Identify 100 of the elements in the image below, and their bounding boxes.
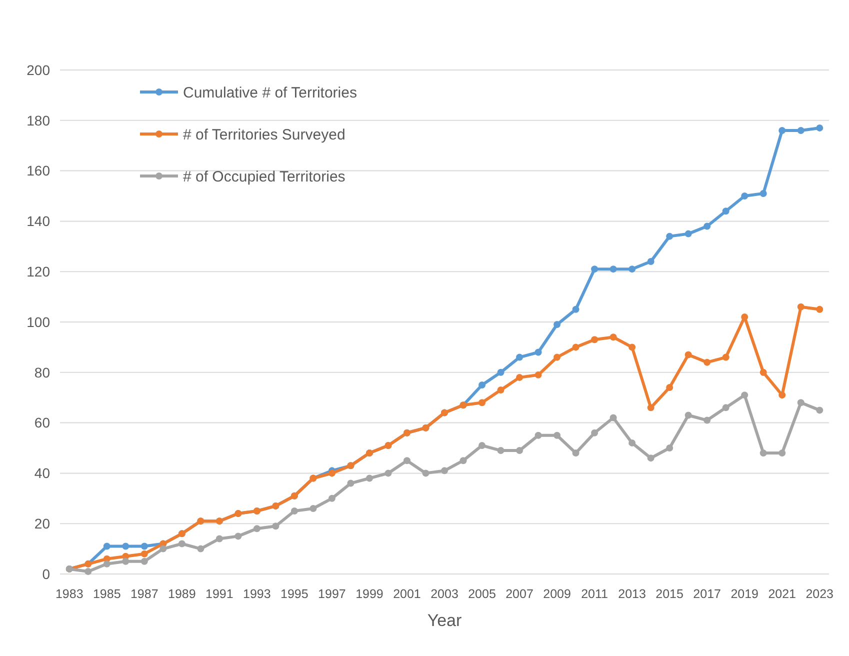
point (741, 192, 748, 200)
point (516, 374, 524, 381)
point (610, 334, 617, 341)
point (516, 447, 524, 454)
point (478, 442, 486, 449)
y-tick-label: 60 (34, 414, 50, 431)
point (628, 439, 636, 446)
point (497, 386, 504, 394)
x-tick-label: 1999 (356, 587, 384, 601)
legend-label: Cumulative # of Territories (183, 84, 357, 102)
point (160, 545, 167, 552)
legend-label: # of Occupied Territories (183, 168, 346, 186)
point (628, 266, 636, 273)
point (816, 406, 824, 414)
point (778, 450, 786, 457)
point (816, 306, 824, 313)
point (84, 568, 92, 575)
point (647, 258, 654, 266)
y-tick-label: 20 (34, 516, 50, 532)
point (422, 470, 430, 477)
point (234, 532, 242, 540)
y-tick-label: 0 (42, 566, 50, 582)
point (103, 560, 110, 568)
point (741, 392, 748, 399)
point (722, 354, 730, 361)
point (572, 344, 580, 351)
x-tick-label: 2011 (581, 587, 608, 601)
x-tick-label: 1985 (92, 587, 121, 601)
legend-label: # of Territories Surveyed (183, 126, 346, 144)
point (140, 542, 148, 550)
point (328, 470, 336, 477)
point (441, 467, 448, 474)
point (760, 190, 767, 197)
y-tick-label: 100 (26, 314, 50, 330)
x-tick-label: 2023 (806, 587, 834, 601)
point (666, 384, 674, 392)
point (797, 399, 804, 406)
point (122, 558, 130, 565)
point (534, 432, 542, 439)
x-tick-label: 2013 (618, 587, 646, 601)
point (778, 126, 786, 134)
point (572, 450, 580, 457)
x-tick-label: 2017 (693, 587, 722, 601)
point (741, 313, 748, 320)
point (722, 208, 730, 215)
point (103, 542, 110, 550)
point (366, 474, 373, 482)
x-tick-label: 1991 (206, 587, 234, 601)
x-tick-label: 2005 (468, 587, 496, 601)
y-tick-label: 180 (26, 112, 50, 128)
point (628, 344, 636, 351)
point (460, 457, 467, 464)
point (497, 447, 504, 454)
point (140, 558, 148, 565)
point (722, 404, 730, 412)
point (572, 306, 580, 313)
point (310, 504, 317, 512)
x-tick-label: 2003 (430, 587, 458, 601)
point (478, 399, 486, 406)
point (666, 444, 674, 452)
point (347, 480, 354, 487)
point (797, 303, 804, 310)
point (554, 321, 561, 328)
point (290, 508, 298, 514)
point (272, 522, 280, 530)
point (516, 354, 524, 361)
point (216, 535, 223, 542)
point (647, 454, 654, 462)
point (610, 414, 617, 422)
point (760, 368, 767, 376)
point (704, 358, 711, 366)
point (253, 525, 260, 532)
y-tick-label: 200 (26, 62, 50, 78)
point (647, 404, 654, 412)
y-tick-label: 140 (26, 213, 50, 230)
point (534, 371, 542, 378)
point (140, 550, 148, 558)
point (403, 457, 410, 464)
point (610, 266, 617, 273)
point (797, 126, 804, 134)
point (328, 494, 336, 502)
point (197, 545, 204, 552)
point (591, 336, 598, 344)
x-tick-label: 1987 (130, 587, 158, 601)
y-tick-label: 160 (26, 162, 50, 179)
x-tick-label: 2019 (730, 587, 759, 601)
point (684, 412, 692, 419)
x-tick-label: 2001 (393, 587, 421, 601)
point (816, 124, 824, 132)
y-tick-label: 40 (34, 465, 50, 482)
x-axis-title: Year (427, 611, 462, 630)
point (778, 392, 786, 399)
point (704, 222, 711, 230)
x-tick-label: 1997 (318, 587, 346, 601)
point (478, 382, 486, 388)
x-tick-label: 2021 (768, 587, 796, 601)
point (684, 230, 692, 238)
x-tick-label: 1995 (280, 587, 308, 601)
x-tick-label: 2009 (543, 587, 571, 601)
point (122, 542, 130, 550)
